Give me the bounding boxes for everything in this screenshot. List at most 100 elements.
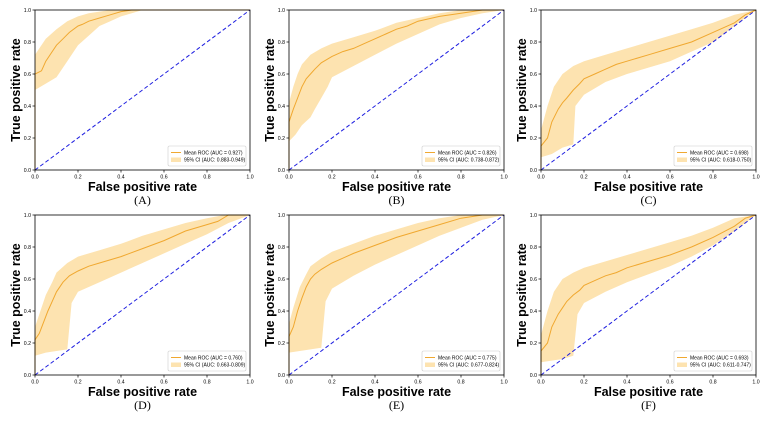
y-tick-label: 0.2 [278, 136, 285, 142]
y-tick-label: 0.0 [530, 168, 537, 174]
x-tick-label: 0.0 [537, 380, 544, 386]
chance-line [540, 214, 757, 376]
panel-label: (A) [134, 193, 151, 207]
x-axis-label: False positive rate [88, 180, 197, 194]
legend-box [421, 350, 501, 372]
x-axis-label: False positive rate [594, 385, 703, 399]
mean-roc-line [34, 214, 250, 375]
x-tick-label: 0.6 [666, 380, 673, 386]
x-tick-label: 1.0 [246, 175, 253, 181]
chance-line [34, 214, 251, 376]
legend-ci-label: 95% CI (AUC: 0.618-0.750) [690, 158, 751, 164]
y-tick-label: 1.0 [24, 8, 31, 14]
panel-label: (F) [641, 398, 656, 412]
roc-panel: 0.0 0.2 0.4 0.6 0.8 1.0 0.0 0.2 0.4 0.6 0.8 1.0 Fals… [263, 213, 508, 412]
axes-frame [288, 214, 505, 376]
x-tick-label: 0.4 [371, 380, 378, 386]
x-tick-label: 0.4 [117, 175, 124, 181]
legend-ci-swatch [425, 362, 435, 367]
y-tick-label: 0.8 [24, 40, 31, 46]
x-tick-label: 1.0 [500, 380, 507, 386]
y-tick-label: 0.6 [530, 72, 537, 78]
y-tick-label: 0.6 [530, 277, 537, 283]
legend-mean-label: Mean ROC (AUC = 0.826) [438, 150, 497, 156]
y-axis-label: True positive rate [515, 243, 529, 347]
x-tick-label: 0.6 [414, 175, 421, 181]
panel-label: (E) [389, 398, 404, 412]
chance-line [288, 9, 505, 171]
x-tick-label: 0.0 [31, 380, 38, 386]
ci-band [289, 215, 504, 375]
x-axis-label: False positive rate [88, 385, 197, 399]
mean-roc-line [540, 214, 757, 375]
mean-roc-line [288, 214, 504, 375]
x-tick-label: 0.8 [203, 380, 210, 386]
x-axis-label: False positive rate [342, 385, 451, 399]
y-tick-label: 1.0 [278, 213, 285, 219]
x-tick-label: 0.6 [160, 380, 167, 386]
x-tick-label: 0.0 [31, 175, 38, 181]
axes-frame [34, 9, 251, 171]
x-tick-label: 0.0 [537, 175, 544, 181]
legend-mean-label: Mean ROC (AUC = 0.927) [184, 150, 243, 156]
legend-mean-label: Mean ROC (AUC = 0.693) [690, 355, 749, 361]
y-tick-label: 0.4 [530, 104, 537, 110]
legend-box [673, 350, 753, 372]
legend-ci-swatch [677, 157, 687, 162]
axes-frame [540, 9, 757, 171]
roc-panel: 0.0 0.2 0.4 0.6 0.8 1.0 0.0 0.2 0.4 0.6 0.8 1.0 Fals… [9, 213, 254, 412]
x-tick-label: 1.0 [752, 380, 759, 386]
x-tick-label: 0.2 [74, 380, 81, 386]
x-tick-label: 0.8 [457, 175, 464, 181]
mean-roc-line [288, 9, 504, 170]
legend-ci-swatch [171, 157, 181, 162]
y-tick-label: 1.0 [24, 213, 31, 219]
mean-roc-line [540, 9, 757, 170]
y-tick-label: 0.6 [24, 72, 31, 78]
axes-frame [288, 9, 505, 171]
y-tick-label: 0.0 [530, 373, 537, 379]
x-tick-label: 0.2 [580, 175, 587, 181]
axes-frame [34, 214, 251, 376]
x-tick-label: 0.6 [414, 380, 421, 386]
x-tick-label: 0.6 [666, 175, 673, 181]
y-tick-label: 0.6 [24, 277, 31, 283]
legend-box [673, 145, 753, 167]
legend-ci-label: 95% CI (AUC: 0.738-0.872) [438, 158, 499, 164]
x-tick-label: 0.4 [623, 175, 630, 181]
y-tick-label: 0.8 [24, 245, 31, 251]
roc-panel: 0.0 0.2 0.4 0.6 0.8 1.0 0.0 0.2 0.4 0.6 0.8 1.0 Fals… [9, 8, 254, 207]
y-tick-label: 0.4 [530, 309, 537, 315]
legend-ci-swatch [677, 362, 687, 367]
panel-label: (B) [389, 193, 405, 207]
x-tick-label: 1.0 [246, 380, 253, 386]
y-axis-label: True positive rate [515, 38, 529, 142]
ci-band [35, 215, 250, 375]
panel-label: (C) [641, 193, 657, 207]
legend-ci-label: 95% CI (AUC: 0.611-0.747) [690, 363, 751, 369]
legend-ci-swatch [171, 362, 181, 367]
x-tick-label: 1.0 [500, 175, 507, 181]
legend-mean-label: Mean ROC (AUC = 0.698) [690, 150, 749, 156]
y-tick-label: 0.6 [278, 72, 285, 78]
x-tick-label: 0.2 [328, 175, 335, 181]
legend-mean-label: Mean ROC (AUC = 0.775) [438, 355, 497, 361]
y-axis-label: True positive rate [263, 38, 277, 142]
y-tick-label: 1.0 [530, 8, 537, 14]
x-tick-label: 0.6 [160, 175, 167, 181]
mean-roc-line [34, 9, 250, 170]
ci-band [289, 10, 504, 170]
y-tick-label: 0.0 [24, 168, 31, 174]
legend-box [167, 145, 247, 167]
x-tick-label: 0.8 [709, 175, 716, 181]
chance-line [288, 214, 505, 376]
y-tick-label: 0.0 [24, 373, 31, 379]
y-axis-label: True positive rate [9, 243, 23, 347]
x-tick-label: 0.4 [371, 175, 378, 181]
y-tick-label: 0.2 [530, 341, 537, 347]
y-tick-label: 0.2 [24, 341, 31, 347]
chance-line [540, 9, 757, 171]
roc-panel: 0.0 0.2 0.4 0.6 0.8 1.0 0.0 0.2 0.4 0.6 0.8 1.0 Fals… [515, 213, 760, 412]
y-tick-label: 0.0 [278, 168, 285, 174]
